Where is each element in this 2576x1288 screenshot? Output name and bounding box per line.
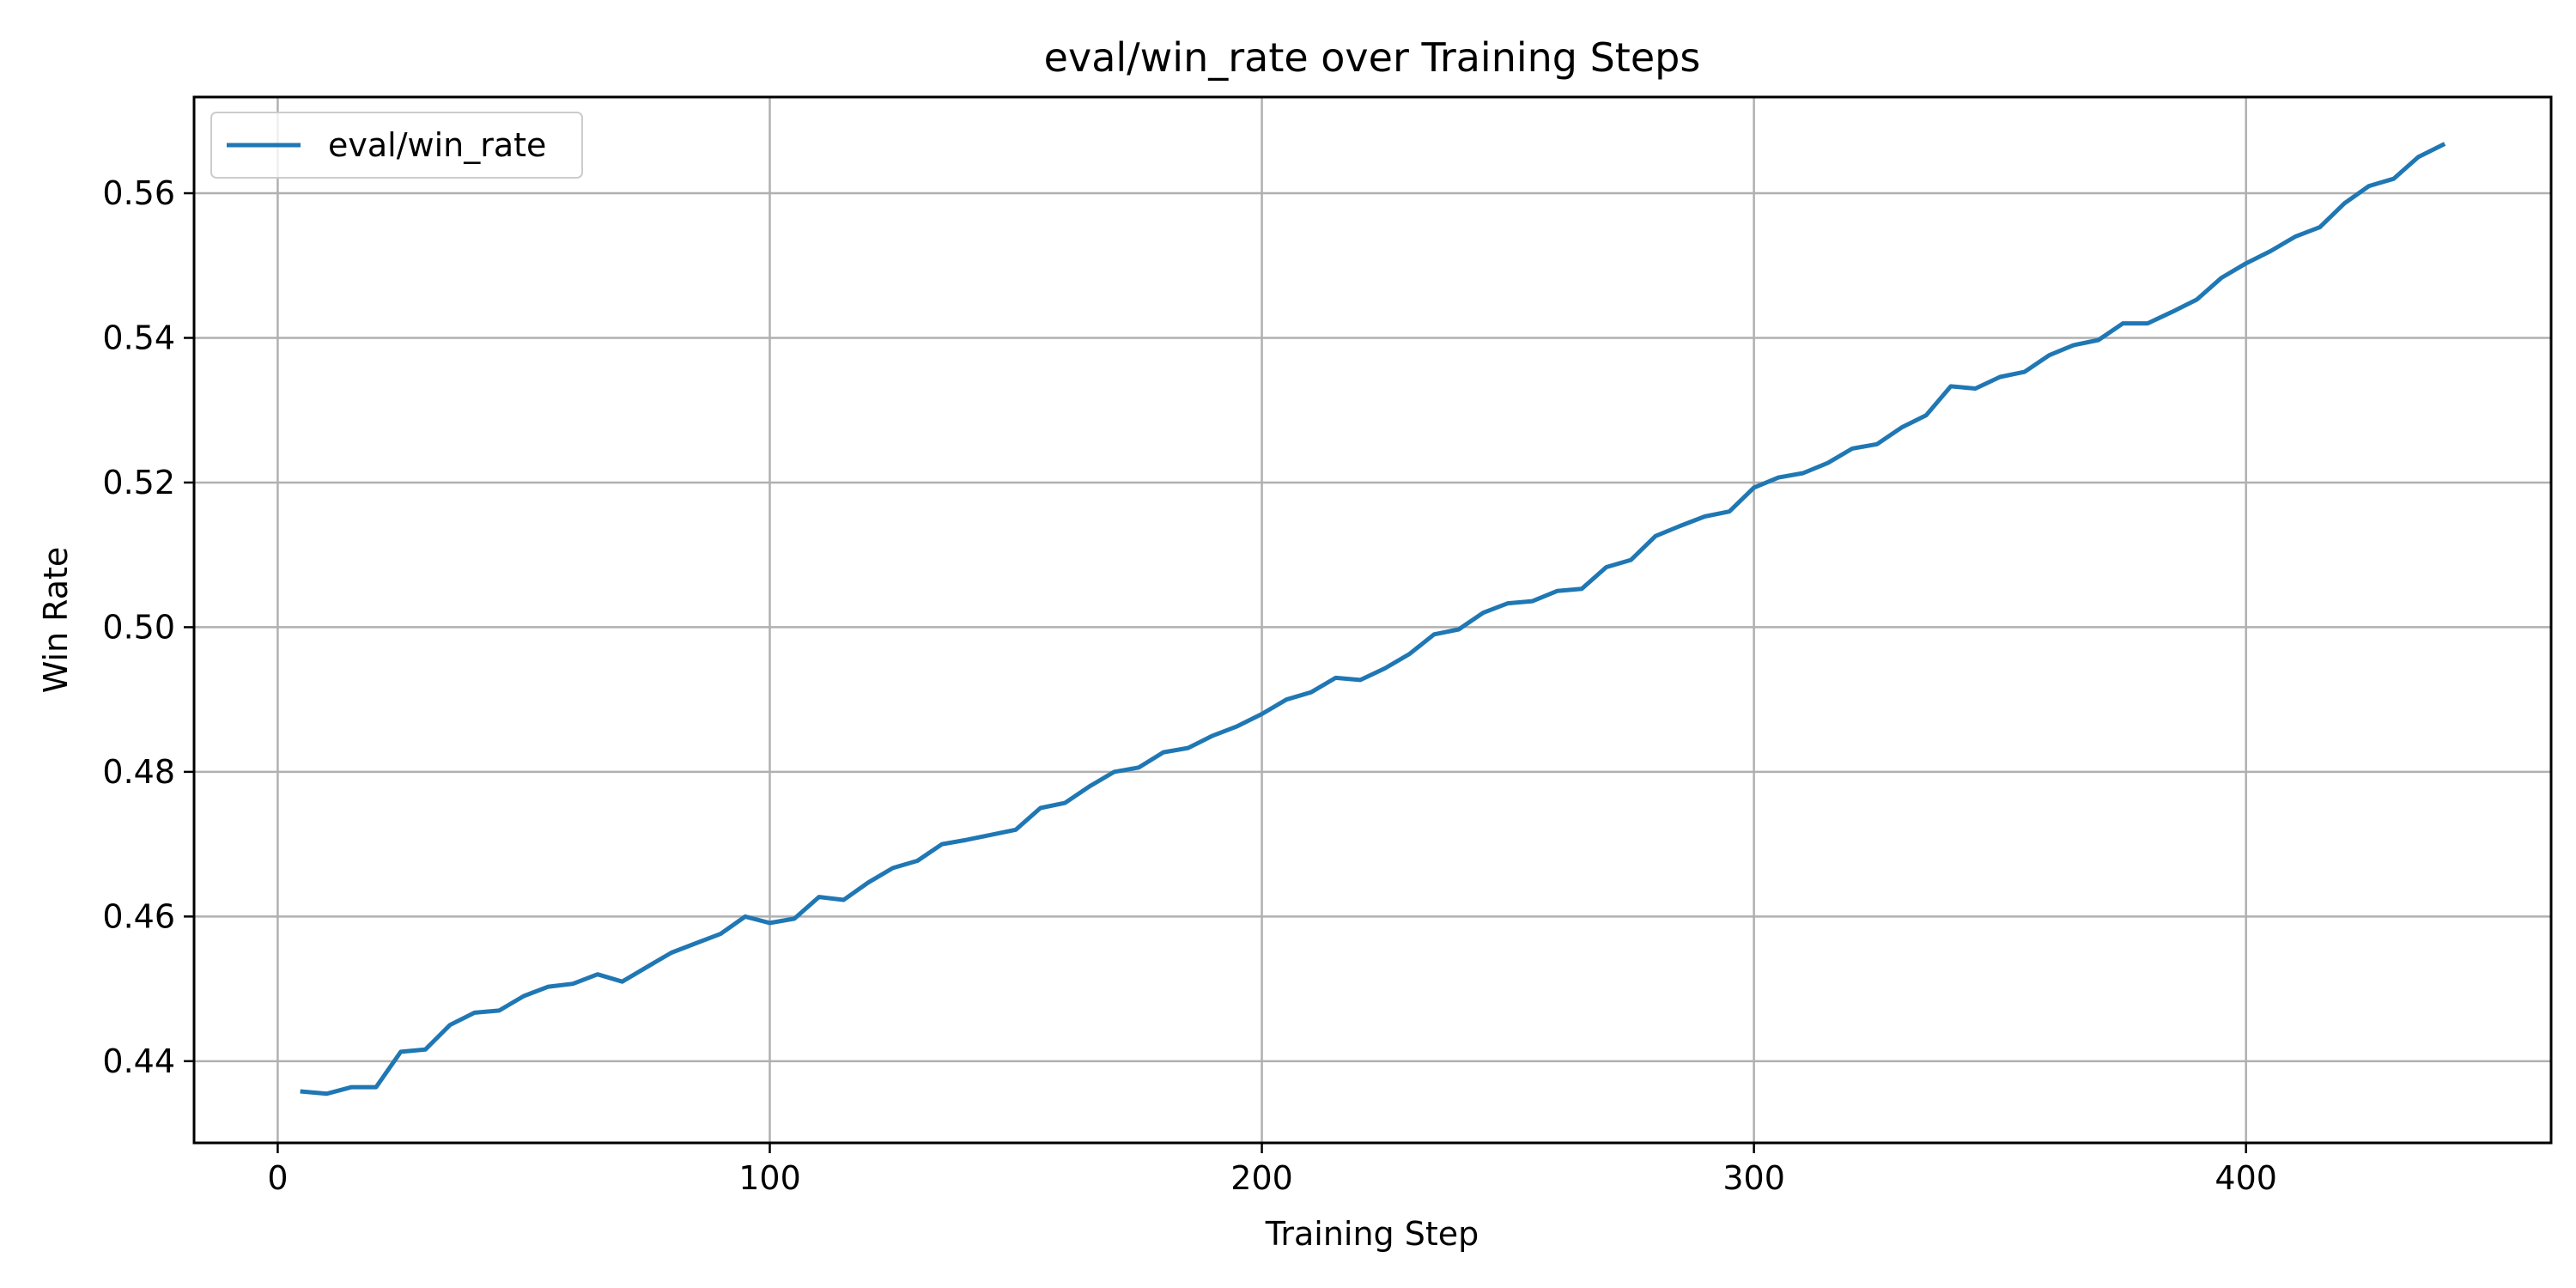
legend-label-eval-win-rate: eval/win_rate — [328, 126, 546, 164]
x-tick-label: 100 — [738, 1159, 801, 1197]
y-tick-label: 0.52 — [102, 464, 175, 501]
y-tick-label: 0.54 — [102, 319, 175, 356]
x-tick-label: 0 — [267, 1159, 288, 1197]
legend: eval/win_rate — [211, 112, 582, 178]
chart-title: eval/win_rate over Training Steps — [1044, 34, 1701, 81]
y-tick-label: 0.48 — [102, 753, 175, 791]
y-tick-label: 0.50 — [102, 608, 175, 646]
y-tick-label: 0.56 — [102, 174, 175, 212]
x-tick-label: 400 — [2215, 1159, 2277, 1197]
x-tick-label: 300 — [1722, 1159, 1785, 1197]
y-axis-label: Win Rate — [37, 547, 75, 694]
x-tick-label: 200 — [1230, 1159, 1293, 1197]
y-tick-label: 0.46 — [102, 897, 175, 935]
x-axis-label: Training Step — [1265, 1215, 1479, 1253]
y-tick-label: 0.44 — [102, 1042, 175, 1080]
